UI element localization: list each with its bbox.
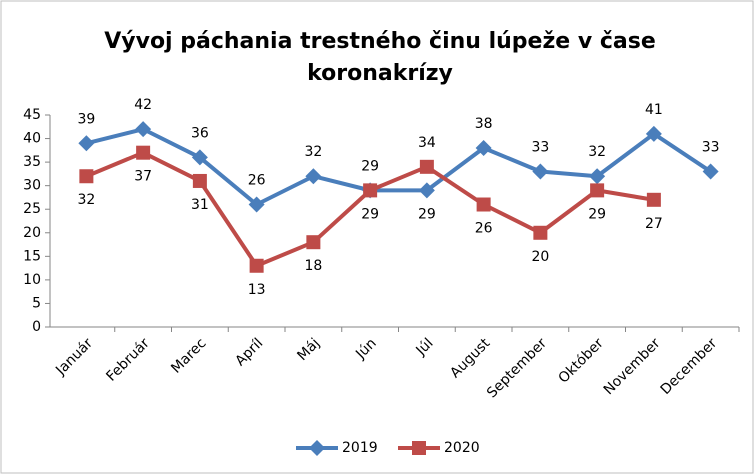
marker (249, 258, 264, 273)
y-tick-label: 20 (23, 225, 41, 241)
marker (702, 163, 719, 180)
y-tick-label: 40 (23, 131, 41, 147)
marker (248, 196, 265, 213)
series: 39 42 36 26 32 29 29 38 33 32 41 33 (77, 97, 719, 222)
marker (646, 192, 661, 207)
legend-label: 2019 (342, 440, 378, 456)
series: 32 37 31 13 18 29 34 26 20 29 27 (77, 135, 662, 298)
marker (419, 159, 434, 174)
data-label: 29 (361, 206, 379, 222)
data-label: 20 (531, 249, 549, 265)
series-line (85, 127, 712, 207)
y-tick-label: 25 (23, 201, 41, 217)
marker (589, 168, 606, 185)
marker (306, 235, 321, 250)
data-label: 41 (645, 102, 663, 118)
y-tick-label: 10 (23, 272, 41, 288)
marker (363, 183, 378, 198)
data-label: 31 (191, 197, 209, 213)
y-tick-label: 0 (32, 319, 41, 335)
chart-title: Vývoj páchania trestného činu lúpeže v č… (104, 29, 656, 54)
marker (532, 163, 549, 180)
data-label: 13 (248, 282, 266, 298)
data-label: 29 (361, 158, 379, 174)
data-label: 32 (588, 144, 606, 160)
marker (475, 139, 492, 156)
marker (590, 183, 605, 198)
marker (78, 135, 95, 152)
data-label: 39 (77, 111, 95, 127)
legend-label: 2020 (444, 440, 480, 456)
marker (412, 441, 426, 455)
y-tick-label: 35 (23, 154, 41, 170)
data-label: 33 (702, 140, 720, 156)
marker (305, 168, 322, 185)
data-label: 29 (588, 206, 606, 222)
data-label: 32 (77, 192, 95, 208)
data-label: 27 (645, 216, 663, 232)
marker (533, 225, 548, 240)
marker (476, 197, 491, 212)
y-tick-label: 30 (23, 178, 41, 194)
data-label: 42 (134, 97, 152, 113)
y-tick-label: 15 (23, 248, 41, 264)
marker (418, 182, 435, 199)
data-label: 18 (304, 258, 322, 274)
marker (191, 149, 208, 166)
marker (192, 173, 207, 188)
data-label: 29 (418, 206, 436, 222)
y-tick-label: 5 (32, 295, 41, 311)
data-label: 33 (531, 140, 549, 156)
marker (136, 145, 151, 160)
y-tick-label: 45 (23, 107, 41, 123)
marker (309, 440, 325, 456)
data-label: 32 (304, 144, 322, 160)
data-label: 38 (475, 116, 493, 132)
data-label: 34 (418, 135, 436, 151)
data-label: 26 (475, 221, 493, 237)
data-label: 26 (248, 173, 266, 189)
chart-title: koronakrízy (307, 61, 453, 86)
marker (645, 125, 662, 142)
marker (79, 169, 94, 184)
data-label: 36 (191, 125, 209, 141)
data-label: 37 (134, 169, 152, 185)
marker (135, 121, 152, 138)
